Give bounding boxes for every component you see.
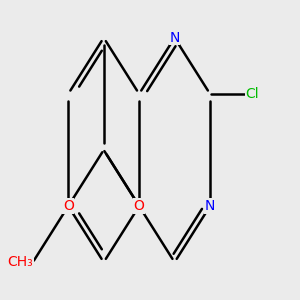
Text: Cl: Cl xyxy=(245,87,259,101)
Text: N: N xyxy=(169,31,180,45)
Text: CH₃: CH₃ xyxy=(7,255,33,269)
Text: N: N xyxy=(205,199,215,213)
Text: O: O xyxy=(134,199,145,213)
Text: O: O xyxy=(63,199,74,213)
